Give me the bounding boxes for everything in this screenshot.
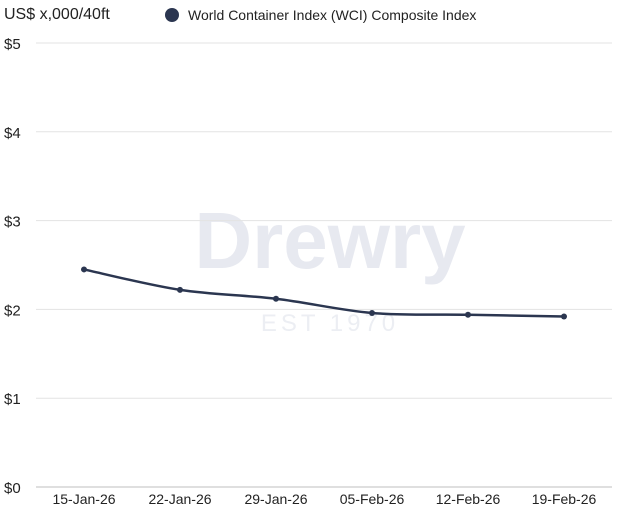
y-tick-label: $0 bbox=[4, 480, 21, 497]
data-point bbox=[561, 313, 567, 320]
y-tick-label: $3 bbox=[4, 214, 21, 231]
x-tick-label: 29-Jan-26 bbox=[244, 491, 307, 507]
legend-marker-icon bbox=[165, 8, 179, 22]
drewry-watermark: Drewry EST 1970 bbox=[194, 196, 466, 337]
legend: World Container Index (WCI) Composite In… bbox=[165, 7, 476, 23]
x-axis-ticks: 15-Jan-26 22-Jan-26 29-Jan-26 05-Feb-26 12-F… bbox=[52, 491, 596, 507]
x-tick-label: 05-Feb-26 bbox=[340, 491, 405, 507]
y-tick-label: $2 bbox=[4, 302, 21, 319]
watermark-brand: Drewry bbox=[194, 196, 466, 285]
y-tick-label: $1 bbox=[4, 391, 21, 408]
series-line bbox=[83, 268, 565, 318]
y-tick-label: $5 bbox=[4, 36, 21, 53]
data-point bbox=[81, 266, 87, 273]
y-axis-ticks: $0 $1 $2 $3 $4 $5 bbox=[4, 36, 21, 497]
data-point bbox=[273, 295, 279, 302]
data-point bbox=[465, 311, 471, 318]
y-axis-unit-label: US$ x,000/40ft bbox=[4, 6, 110, 23]
data-point bbox=[177, 286, 183, 293]
x-tick-label: 22-Jan-26 bbox=[148, 491, 211, 507]
x-tick-label: 12-Feb-26 bbox=[436, 491, 501, 507]
gridlines bbox=[36, 42, 612, 488]
legend-label: World Container Index (WCI) Composite In… bbox=[188, 7, 477, 23]
x-tick-label: 19-Feb-26 bbox=[532, 491, 597, 507]
series-wci-composite bbox=[81, 266, 567, 320]
y-tick-label: $4 bbox=[4, 125, 21, 142]
x-tick-label: 15-Jan-26 bbox=[52, 491, 115, 507]
data-point bbox=[369, 309, 375, 316]
